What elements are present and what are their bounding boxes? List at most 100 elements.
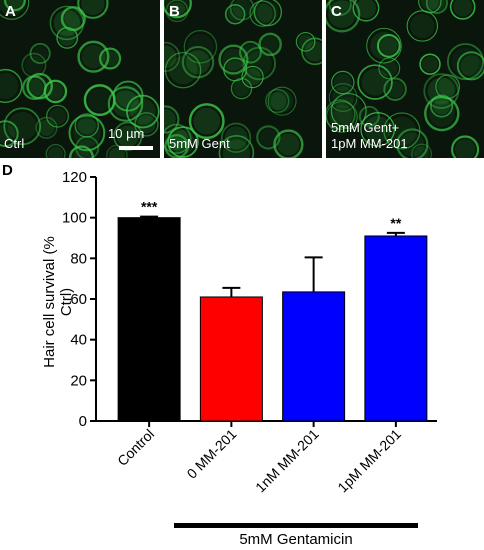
cell-body [32, 45, 48, 62]
cell-body [116, 84, 140, 108]
cell-outline [68, 145, 95, 158]
cell-body [451, 47, 480, 76]
cell-body [380, 37, 398, 55]
cell-outline [249, 0, 276, 27]
cell-outline [46, 104, 69, 128]
bar [199, 296, 263, 422]
cell-outline [326, 101, 358, 133]
scale-bar-label: 10 µm [108, 126, 145, 141]
y-tick-label: 60 [70, 291, 87, 308]
cell-body [387, 116, 417, 146]
cell-outline [238, 40, 262, 64]
cell-body [259, 128, 278, 147]
cell-body [227, 6, 243, 22]
cell-body [81, 0, 105, 15]
cell-image-b [164, 0, 322, 158]
cell-body [224, 126, 248, 150]
cell-outline [383, 77, 407, 101]
cell-outline [358, 105, 380, 127]
cell-body [232, 0, 252, 18]
micrograph-panel-c: C 5mM Gent+ 1pM MM-201 [326, 0, 484, 158]
x-tick-label: Control [114, 426, 157, 469]
cell-body [361, 108, 377, 124]
cell-body [428, 100, 456, 127]
cell-body [331, 0, 349, 13]
cell-outline [29, 42, 51, 65]
panel-label-c: C [331, 3, 342, 20]
cell-outline [425, 0, 448, 15]
cell-body [268, 91, 287, 111]
panel-caption-c-line2: 1pM MM-201 [331, 136, 408, 151]
cell-body [410, 13, 435, 39]
y-tick-label: 100 [62, 210, 87, 227]
cell-outline [449, 0, 476, 20]
cell-outline [328, 83, 358, 112]
cell-outline [3, 107, 42, 146]
cell-body [24, 55, 44, 75]
cell-outline [77, 0, 109, 19]
cell-outline [220, 122, 252, 153]
cell-body [171, 130, 195, 155]
cell-outline [165, 0, 189, 23]
bar [282, 291, 346, 422]
cell-outline [301, 37, 322, 66]
y-tick-label: 0 [79, 413, 87, 430]
cell-body [433, 97, 451, 115]
cell-outline [419, 53, 441, 75]
cell-body [454, 139, 476, 158]
cell-body [222, 139, 251, 158]
y-tick-label: 20 [70, 372, 87, 389]
cell-outline [60, 6, 86, 32]
cell-outline [273, 129, 304, 158]
cell-body [167, 137, 186, 156]
x-tick-label: 0 MM-201 [184, 426, 240, 482]
cell-body [77, 116, 96, 135]
cell-outline [229, 0, 255, 21]
cell-body [355, 0, 377, 19]
cell-body [78, 139, 97, 157]
micrograph-panel-b: B 5mM Gent [164, 0, 322, 158]
micrograph-panel-a: A Ctrl 10 µm [0, 0, 160, 158]
cell-outline [267, 86, 297, 116]
cell-body [381, 60, 398, 77]
cell-outline [164, 51, 202, 89]
cell-outline [224, 4, 246, 25]
cell-outline [411, 143, 433, 158]
cell-body [168, 2, 186, 20]
cell-outline [451, 135, 480, 158]
cell-body [252, 3, 273, 24]
cell-outline [378, 57, 401, 80]
cell-body [460, 54, 483, 77]
cell-outline [360, 112, 395, 147]
cell-outline [134, 112, 159, 137]
cell-outline [331, 70, 355, 95]
x-tick-label: 1nM MM-201 [252, 426, 322, 496]
cell-outline [242, 46, 277, 81]
cell-body [438, 77, 458, 97]
cell-outline [295, 31, 316, 52]
panel-label-b: B [169, 3, 180, 20]
cell-body [168, 56, 198, 85]
cell-outline [113, 121, 143, 151]
cell-outline [107, 86, 144, 122]
cell-body [7, 0, 23, 9]
cell-body [304, 40, 322, 62]
cell-outline [188, 103, 225, 140]
cell-body [193, 107, 221, 135]
cell-outline [164, 0, 192, 19]
y-tick-label: 80 [70, 250, 87, 267]
cell-outline [45, 143, 66, 158]
cell-body [46, 82, 64, 100]
cell-body [328, 102, 352, 127]
cell-outline [326, 99, 356, 130]
cell-outline [99, 47, 122, 70]
cell-outline [241, 65, 264, 89]
cell-outline [183, 30, 218, 64]
cell-outline [0, 68, 23, 104]
cell-body [298, 34, 313, 50]
cell-body [187, 33, 214, 60]
cell-body [164, 45, 177, 69]
cell-body [453, 0, 473, 17]
cell-body [48, 146, 64, 158]
cell-image-a [0, 0, 160, 158]
